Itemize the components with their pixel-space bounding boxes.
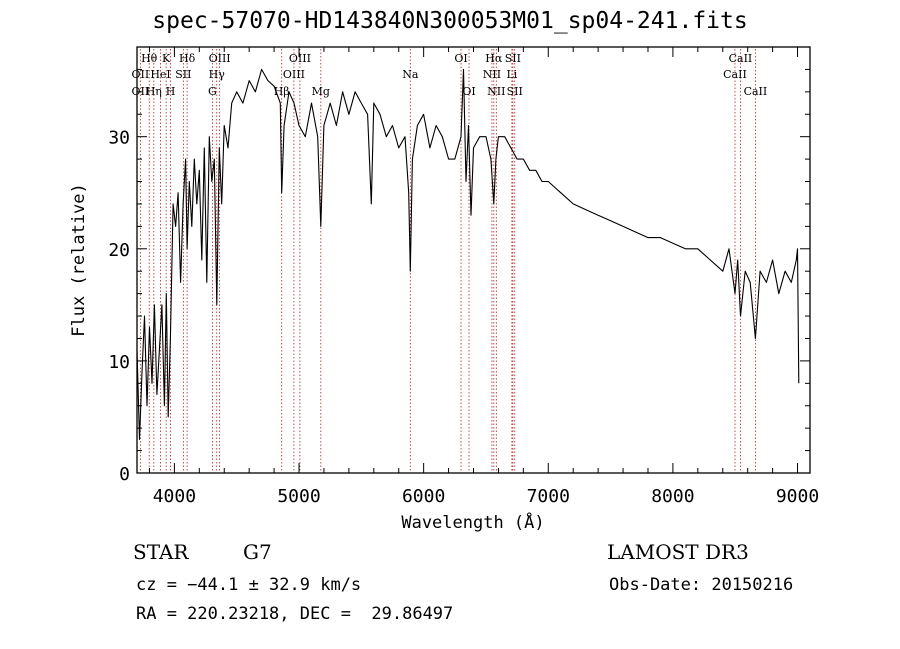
x-tick-label: 8000 bbox=[651, 486, 694, 507]
line-marker-label: Na bbox=[402, 68, 419, 81]
line-marker-label: Hθ bbox=[141, 52, 158, 65]
line-marker-label: HeI bbox=[150, 68, 170, 81]
line-marker-label: OII bbox=[132, 68, 150, 81]
y-tick-label: 20 bbox=[108, 240, 130, 261]
line-marker-label: Hβ bbox=[274, 85, 290, 98]
line-marker-label: K bbox=[162, 52, 171, 65]
line-marker-label: SII bbox=[505, 52, 521, 65]
line-marker-label: OI bbox=[462, 85, 475, 98]
line-marker-label: Mg bbox=[312, 85, 330, 98]
line-marker-label: CaII bbox=[729, 52, 753, 65]
line-marker-label: SII bbox=[507, 85, 523, 98]
spectrum-line bbox=[136, 68, 800, 440]
line-marker-label: G bbox=[208, 85, 217, 98]
line-marker-label: NII bbox=[487, 85, 505, 98]
line-marker-label: Hα bbox=[485, 52, 503, 65]
x-tick-label: 6000 bbox=[402, 486, 445, 507]
coordinates: RA = 220.23218, DEC = 29.86497 bbox=[136, 604, 454, 624]
survey-name: LAMOST DR3 bbox=[607, 540, 749, 564]
x-tick-label: 5000 bbox=[277, 486, 320, 507]
line-marker-label: SII bbox=[175, 68, 191, 81]
line-marker-label: NII bbox=[483, 68, 501, 81]
line-marker-label: H bbox=[166, 85, 176, 98]
x-axis-label: Wavelength (Å) bbox=[401, 511, 544, 533]
line-marker-label: Hγ bbox=[209, 68, 226, 81]
line-marker-label: CaII bbox=[744, 85, 768, 98]
x-tick-label: 4000 bbox=[153, 486, 196, 507]
line-marker-label: OIII bbox=[289, 52, 311, 65]
line-marker-label: OII bbox=[132, 85, 150, 98]
observation-date: Obs-Date: 20150216 bbox=[609, 575, 794, 595]
object-class: STAR bbox=[133, 540, 189, 564]
line-marker-group bbox=[139, 49, 756, 473]
redshift-velocity: cz = −44.1 ± 32.9 km/s bbox=[136, 575, 362, 595]
line-marker-label: OIII bbox=[283, 68, 305, 81]
y-tick-label: 10 bbox=[108, 352, 130, 373]
line-marker-label: Li bbox=[506, 68, 517, 81]
line-marker-label: Hη bbox=[146, 85, 162, 98]
object-subclass: G7 bbox=[243, 540, 272, 564]
line-marker-label: CaII bbox=[723, 68, 747, 81]
axis-ticks: 4000 5000 6000 7000 8000 9000 0 10 20 30 bbox=[108, 47, 819, 507]
plot-frame bbox=[136, 46, 811, 474]
y-axis-label: Flux (relative) bbox=[69, 183, 89, 337]
y-tick-label: 0 bbox=[119, 464, 130, 485]
line-marker-label: OI bbox=[454, 52, 467, 65]
y-tick-label: 30 bbox=[108, 128, 130, 149]
x-tick-label: 9000 bbox=[776, 486, 819, 507]
chart-title: spec-57070-HD143840N300053M01_sp04-241.f… bbox=[152, 8, 748, 34]
line-marker-label: OIII bbox=[209, 52, 231, 65]
x-tick-label: 7000 bbox=[527, 486, 570, 507]
line-marker-label: Hδ bbox=[179, 52, 196, 65]
